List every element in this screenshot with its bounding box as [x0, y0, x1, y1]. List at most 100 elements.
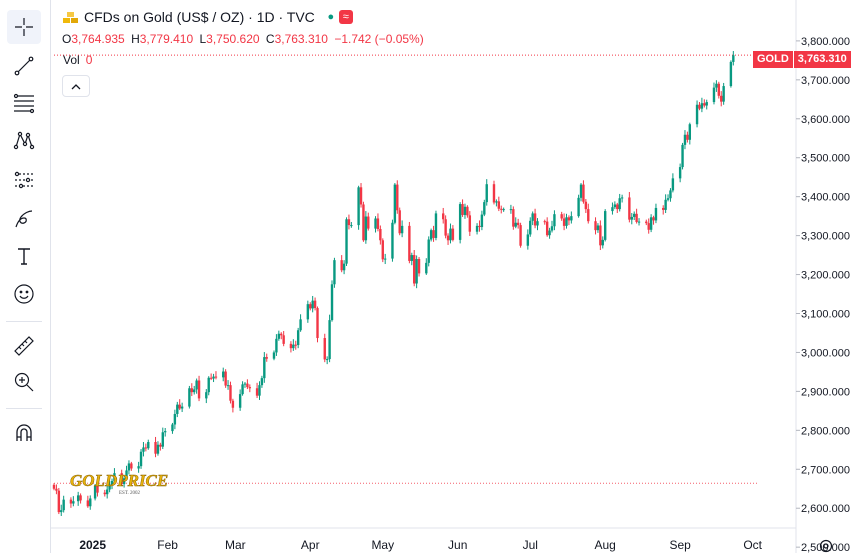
magnet-icon[interactable] [7, 416, 41, 450]
candle-body [55, 488, 58, 491]
crosshair-icon[interactable] [7, 10, 41, 44]
price-chart[interactable]: 2,500.0002,600.0002,700.0002,800.0002,90… [51, 0, 855, 553]
candle-body [678, 167, 682, 179]
candle-body [664, 199, 667, 210]
trend-line-icon[interactable] [7, 49, 41, 83]
candle-body [367, 216, 370, 229]
candle-body [110, 480, 114, 485]
candle-body [76, 495, 80, 502]
candle-body [666, 198, 670, 200]
candle-body [299, 319, 302, 331]
candle-body [410, 255, 413, 261]
candle-body [579, 184, 583, 198]
candle-body [594, 221, 597, 231]
y-tick-label: 3,300.000 [801, 231, 850, 243]
projection-icon[interactable] [7, 163, 41, 197]
candle-body [408, 225, 411, 261]
candle-body [190, 388, 193, 393]
brush-icon[interactable] [7, 202, 41, 236]
candle-body [374, 218, 377, 229]
gold-bars-icon [63, 12, 78, 23]
candle-body [96, 485, 99, 493]
candle-body [717, 83, 721, 96]
fib-icon[interactable] [7, 86, 41, 120]
candle-body [340, 260, 343, 271]
candle-body [417, 258, 421, 274]
delayed-data-icon[interactable]: ≈ [338, 10, 353, 24]
candle-body [722, 86, 725, 102]
candle-body [325, 359, 329, 361]
candle-body [277, 333, 281, 339]
candle-body [562, 218, 566, 226]
candle-body [350, 225, 353, 227]
candle-body [137, 466, 140, 469]
y-tick-label: 3,200.000 [801, 270, 850, 282]
logo-subtext: EST. 2002 [119, 491, 141, 496]
open-key: O [62, 32, 72, 46]
candle-body [584, 201, 588, 210]
candle-body [195, 380, 198, 390]
candle-body [468, 215, 472, 232]
collapse-legend-button[interactable] [62, 75, 90, 97]
y-tick-label: 3,800.000 [801, 36, 850, 48]
candle-body [72, 501, 75, 504]
candle-body [519, 225, 522, 246]
goldprice-logo: GOLDPRICE EST. 2002 [70, 471, 169, 496]
candle-body [458, 204, 462, 240]
candle-body [142, 447, 145, 452]
candle-body [483, 202, 486, 215]
chevron-up-icon [71, 83, 81, 89]
candle-body [144, 447, 148, 449]
candle-body [396, 184, 399, 211]
zoom-in-icon[interactable] [7, 365, 41, 399]
candle-body [652, 217, 655, 221]
candle-body [715, 83, 718, 88]
gear-icon[interactable] [817, 537, 835, 555]
candle-body [599, 225, 602, 246]
x-tick-label: May [371, 538, 394, 552]
candle-body [531, 213, 534, 221]
candle-body [275, 338, 278, 353]
market-open-icon[interactable]: ● [327, 11, 335, 23]
open-value: 3,764.935 [71, 32, 125, 46]
toolbar-divider [6, 408, 42, 409]
candle-body [686, 134, 689, 140]
candle-body [729, 61, 733, 87]
candle-body [188, 388, 191, 407]
candle-body [231, 400, 235, 408]
candle-body [633, 213, 636, 217]
candle-body [120, 473, 123, 485]
candle-body [695, 104, 699, 125]
candle-body [635, 213, 638, 222]
candle-body [224, 371, 227, 386]
last-price-label: GOLD 3,763.310 [753, 51, 851, 68]
candle-body [703, 103, 706, 106]
candle-body [560, 214, 563, 219]
candle-body [57, 490, 61, 513]
emoji-icon[interactable] [7, 277, 41, 311]
candle-body [260, 378, 264, 386]
y-tick-label: 2,700.000 [801, 464, 850, 476]
candle-body [509, 209, 513, 211]
candle-body [451, 228, 455, 240]
y-tick-label: 3,000.000 [801, 347, 850, 359]
candle-body [688, 124, 692, 140]
x-tick-label: 2025 [79, 538, 106, 552]
ruler-icon[interactable] [7, 329, 41, 363]
candle-body [313, 300, 317, 309]
candle-body [272, 352, 276, 359]
pattern-icon[interactable] [7, 124, 41, 158]
candle-body [376, 218, 380, 229]
volume-value: 0 [85, 53, 93, 67]
candle-body [512, 209, 515, 227]
x-tick-label: Sep [669, 538, 691, 552]
candle-body [698, 104, 701, 109]
candle-body [122, 478, 126, 485]
y-tick-label: 3,700.000 [801, 75, 850, 87]
candle-body [434, 213, 438, 238]
candle-body [171, 424, 174, 432]
candle-body [637, 221, 641, 223]
candle-body [197, 380, 201, 399]
candle-body [529, 220, 532, 235]
text-icon[interactable] [7, 239, 41, 273]
